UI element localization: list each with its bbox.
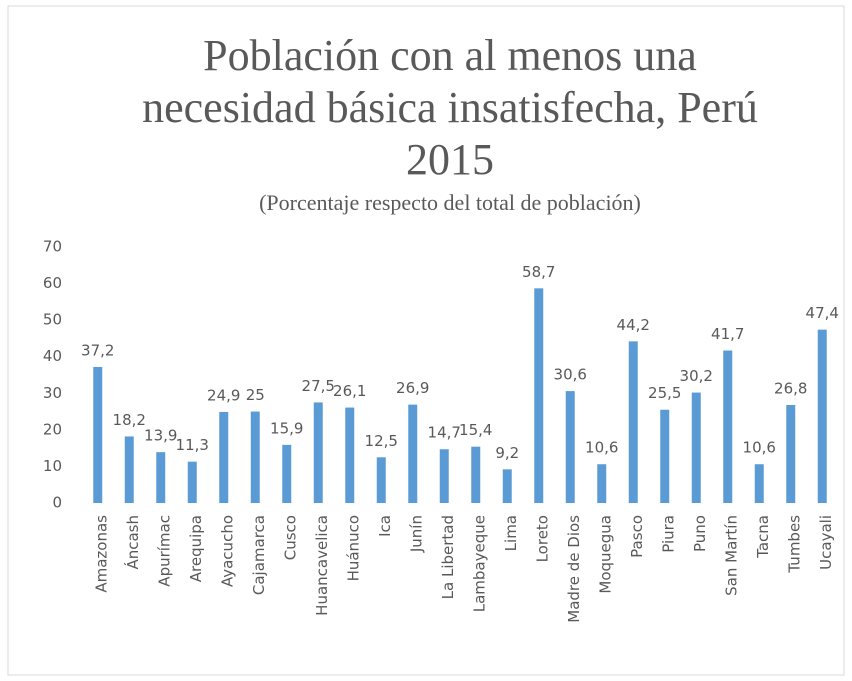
bar <box>156 452 166 503</box>
chart-subtitle: (Porcentaje respecto del total de poblac… <box>259 190 641 215</box>
bar <box>408 404 418 503</box>
data-label: 37,2 <box>81 341 114 359</box>
data-label: 26,9 <box>396 379 429 397</box>
data-label: 13,9 <box>144 427 177 445</box>
bar <box>124 436 134 503</box>
x-tick-label: La Libertad <box>439 515 457 599</box>
data-label: 47,4 <box>806 304 839 322</box>
x-tick-label: Ucayali <box>817 515 835 570</box>
y-tick-label: 10 <box>43 457 62 475</box>
data-label: 26,8 <box>774 379 807 397</box>
bar <box>534 288 544 503</box>
bar <box>786 404 796 503</box>
bar <box>376 457 386 503</box>
x-tick-label: Ayacucho <box>218 515 236 587</box>
x-tick-label: Cusco <box>281 515 299 560</box>
y-tick-label: 0 <box>52 494 62 512</box>
x-tick-label: Tumbes <box>785 515 803 574</box>
bar <box>471 446 481 503</box>
data-label: 58,7 <box>522 263 555 281</box>
bar <box>439 449 449 503</box>
y-tick-label: 70 <box>43 238 62 256</box>
x-tick-label: Ica <box>376 515 394 537</box>
data-label: 24,9 <box>207 386 240 404</box>
data-label: 12,5 <box>365 432 398 450</box>
data-label: 25 <box>246 386 265 404</box>
data-label: 25,5 <box>648 384 681 402</box>
y-tick-label: 40 <box>43 347 62 365</box>
bar <box>565 391 575 503</box>
y-tick-label: 20 <box>43 420 62 438</box>
bar <box>187 461 197 503</box>
x-tick-label: Apurímac <box>155 515 173 587</box>
y-tick-label: 50 <box>43 311 62 329</box>
x-tick-label: San Martín <box>722 515 740 596</box>
bar <box>660 409 670 503</box>
x-tick-label: Amazonas <box>92 515 110 593</box>
bar <box>93 366 103 503</box>
x-tick-label: Lima <box>502 515 520 551</box>
bar <box>282 444 292 503</box>
bar <box>628 341 638 503</box>
x-tick-label: Áncash <box>123 515 142 570</box>
data-label: 27,5 <box>302 377 335 395</box>
data-label: 11,3 <box>176 436 209 454</box>
chart-title: Población con al menos una necesidad bás… <box>142 31 758 184</box>
x-tick-label: Cajamarca <box>250 515 268 595</box>
data-label: 15,9 <box>270 419 303 437</box>
data-label: 44,2 <box>617 316 650 334</box>
data-label: 30,2 <box>680 367 713 385</box>
x-tick-label: Tacna <box>754 515 772 559</box>
x-tick-label: Puno <box>691 515 709 552</box>
bar <box>313 402 323 503</box>
data-label: 9,2 <box>495 444 519 462</box>
x-tick-label: Loreto <box>533 515 551 562</box>
x-tick-label: Huancavelica <box>313 515 331 616</box>
bar <box>345 407 355 503</box>
x-tick-label: Moquegua <box>596 515 614 594</box>
x-tick-label: Lambayeque <box>470 515 488 612</box>
data-label: 15,4 <box>459 421 492 439</box>
bar <box>502 469 512 503</box>
x-tick-label: Madre de Dios <box>565 515 583 623</box>
x-tick-label: Arequipa <box>187 515 205 582</box>
x-tick-label: Piura <box>659 515 677 553</box>
data-label: 10,6 <box>585 439 618 457</box>
bar <box>219 411 229 503</box>
y-tick-label: 60 <box>43 274 62 292</box>
bar <box>723 350 733 503</box>
data-label: 26,1 <box>333 382 366 400</box>
data-label: 18,2 <box>113 411 146 429</box>
bar <box>817 329 827 503</box>
bar <box>754 464 764 503</box>
data-label: 14,7 <box>428 424 461 442</box>
x-tick-label: Pasco <box>628 515 646 558</box>
x-tick-label: Junín <box>407 515 425 553</box>
y-tick-label: 30 <box>43 384 62 402</box>
bar <box>691 392 701 503</box>
data-label: 41,7 <box>711 325 744 343</box>
bar <box>250 411 260 503</box>
data-label: 10,6 <box>743 439 776 457</box>
data-label: 30,6 <box>554 366 587 384</box>
bar <box>597 464 607 503</box>
chart-border <box>7 5 845 676</box>
x-tick-label: Huánuco <box>344 515 362 581</box>
